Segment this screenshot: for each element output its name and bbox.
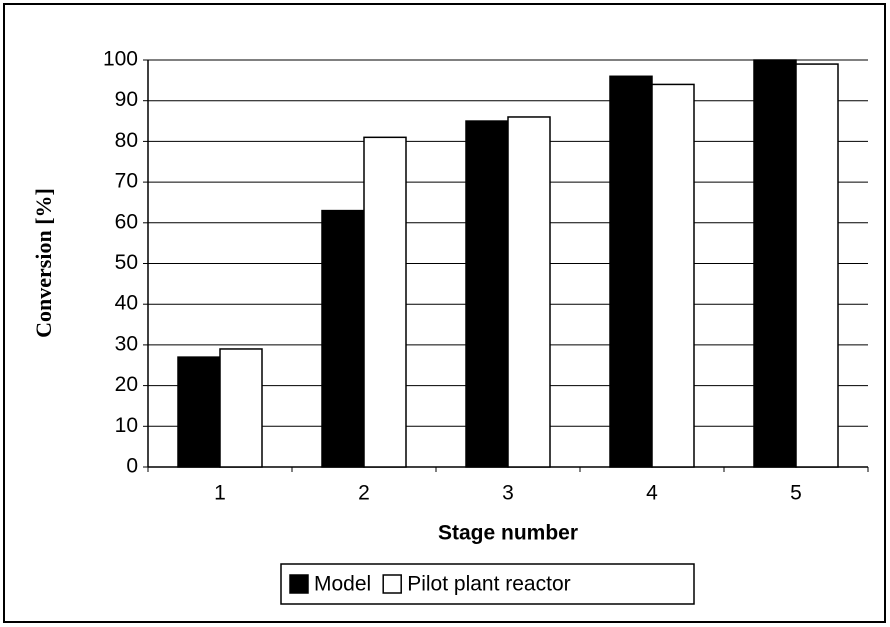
y-tick-label: 50	[115, 251, 138, 274]
bar	[219, 348, 263, 468]
y-tick-label: 20	[115, 373, 138, 396]
y-tick-label: 30	[115, 332, 138, 355]
y-tick-label: 60	[115, 210, 138, 233]
legend-label: Model	[314, 573, 371, 596]
bar	[651, 83, 695, 468]
y-tick-label: 70	[115, 170, 138, 193]
legend-swatch	[382, 574, 402, 594]
x-tick-label: 5	[790, 482, 802, 505]
bar	[465, 120, 509, 468]
bar	[321, 209, 365, 468]
legend-label: Pilot plant reactor	[407, 573, 570, 596]
legend-swatch	[289, 574, 309, 594]
bar	[753, 59, 797, 468]
chart-border	[3, 3, 886, 623]
y-tick-label: 10	[115, 414, 138, 437]
y-axis-label: Conversion [%]	[31, 188, 56, 338]
y-tick-label: 40	[115, 292, 138, 315]
x-tick-label: 4	[646, 482, 658, 505]
bar	[363, 136, 407, 468]
bar	[507, 116, 551, 468]
x-tick-label: 1	[214, 482, 226, 505]
x-tick-label: 2	[358, 482, 370, 505]
bar	[795, 63, 839, 468]
y-tick-label: 90	[115, 88, 138, 111]
bar	[177, 356, 221, 468]
x-axis-label: Stage number	[438, 522, 578, 545]
y-tick-label: 80	[115, 129, 138, 152]
y-tick-label: 0	[126, 455, 138, 478]
x-tick-label: 3	[502, 482, 514, 505]
legend-box	[280, 563, 695, 605]
y-tick-label: 100	[103, 48, 138, 71]
bar	[609, 75, 653, 468]
